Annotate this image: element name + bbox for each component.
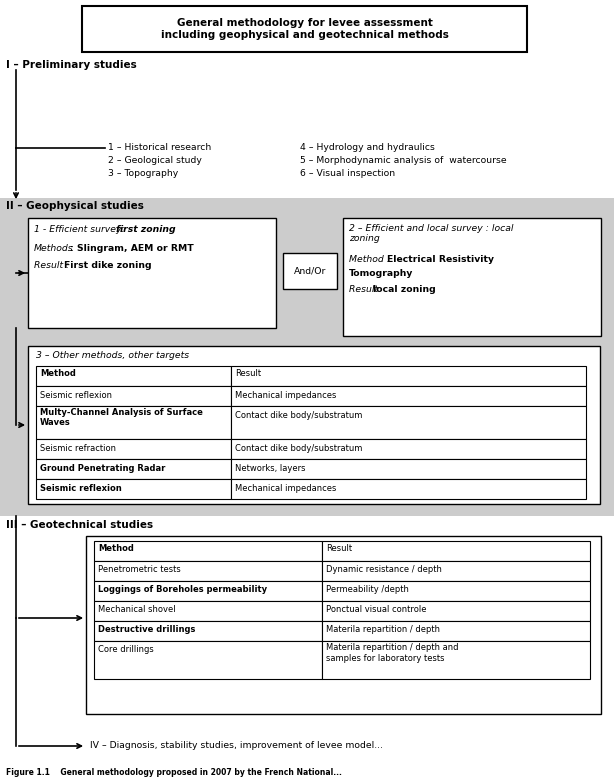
- Text: Contact dike body/substratum: Contact dike body/substratum: [235, 411, 362, 420]
- Text: 3 – Other methods, other targets: 3 – Other methods, other targets: [36, 351, 189, 360]
- Text: Core drillings: Core drillings: [98, 645, 154, 654]
- Text: Method: Method: [40, 369, 76, 378]
- Text: Waves: Waves: [40, 418, 71, 427]
- Text: Materila repartition / depth and: Materila repartition / depth and: [326, 643, 459, 652]
- Bar: [231, 366, 586, 386]
- Bar: [231, 406, 586, 439]
- Bar: [343, 218, 601, 336]
- Bar: [82, 6, 527, 52]
- Text: And/Or: And/Or: [294, 267, 326, 275]
- Bar: [322, 581, 590, 601]
- Text: Permeability /depth: Permeability /depth: [326, 585, 409, 594]
- Text: Result: Result: [349, 285, 381, 294]
- Text: 1 – Historical research: 1 – Historical research: [108, 143, 211, 152]
- Text: Loggings of Boreholes permeability: Loggings of Boreholes permeability: [98, 585, 267, 594]
- Text: Result: Result: [235, 369, 261, 378]
- Text: Destructive drillings: Destructive drillings: [98, 625, 195, 634]
- Text: Tomography: Tomography: [349, 269, 413, 278]
- Bar: [231, 479, 586, 499]
- Text: Method :: Method :: [349, 255, 393, 264]
- Bar: [36, 386, 231, 406]
- Bar: [36, 479, 231, 499]
- Text: Seismic reflexion: Seismic reflexion: [40, 391, 112, 400]
- Bar: [94, 641, 322, 679]
- Text: first zoning: first zoning: [116, 225, 176, 234]
- Bar: [322, 561, 590, 581]
- Bar: [283, 253, 337, 289]
- Bar: [231, 439, 586, 459]
- Text: Multy-Channel Analysis of Surface: Multy-Channel Analysis of Surface: [40, 408, 203, 417]
- Text: Method: Method: [98, 544, 134, 553]
- Text: I – Preliminary studies: I – Preliminary studies: [6, 60, 137, 70]
- Text: 2 – Efficient and local survey : local
zoning: 2 – Efficient and local survey : local z…: [349, 224, 513, 244]
- Text: 6 – Visual inspection: 6 – Visual inspection: [300, 169, 395, 178]
- Text: IV – Diagnosis, stability studies, improvement of levee model...: IV – Diagnosis, stability studies, impro…: [90, 741, 383, 751]
- Text: First dike zoning: First dike zoning: [64, 261, 152, 270]
- Bar: [231, 459, 586, 479]
- Text: 3 – Topography: 3 – Topography: [108, 169, 178, 178]
- Bar: [94, 621, 322, 641]
- Text: General methodology for levee assessment
including geophysical and geotechnical : General methodology for levee assessment…: [161, 18, 448, 40]
- Text: Mechanical shovel: Mechanical shovel: [98, 605, 176, 614]
- Text: Mechanical impedances: Mechanical impedances: [235, 391, 336, 400]
- Text: Seismic refraction: Seismic refraction: [40, 444, 116, 453]
- Text: Seismic reflexion: Seismic reflexion: [40, 484, 122, 493]
- Text: Result :: Result :: [34, 261, 72, 270]
- Text: Ground Penetrating Radar: Ground Penetrating Radar: [40, 464, 165, 473]
- Text: Dynamic resistance / depth: Dynamic resistance / depth: [326, 565, 442, 574]
- Bar: [322, 621, 590, 641]
- Text: Electrical Resistivity: Electrical Resistivity: [387, 255, 494, 264]
- Bar: [94, 601, 322, 621]
- Text: : Slingram, AEM or RMT: : Slingram, AEM or RMT: [70, 244, 194, 253]
- Text: samples for laboratory tests: samples for laboratory tests: [326, 654, 445, 663]
- Bar: [94, 541, 322, 561]
- Bar: [231, 386, 586, 406]
- Bar: [36, 459, 231, 479]
- Bar: [36, 366, 231, 386]
- Text: Mechanical impedances: Mechanical impedances: [235, 484, 336, 493]
- Bar: [28, 346, 600, 504]
- Text: local zoning: local zoning: [373, 285, 436, 294]
- Text: Contact dike body/substratum: Contact dike body/substratum: [235, 444, 362, 453]
- Bar: [36, 406, 231, 439]
- Bar: [322, 601, 590, 621]
- Text: 5 – Morphodynamic analysis of  watercourse: 5 – Morphodynamic analysis of watercours…: [300, 156, 507, 165]
- Bar: [0, 198, 614, 516]
- Bar: [94, 561, 322, 581]
- Text: Figure 1.1    General methodology proposed in 2007 by the French National...: Figure 1.1 General methodology proposed …: [6, 768, 342, 777]
- Text: Penetrometric tests: Penetrometric tests: [98, 565, 181, 574]
- Text: 2 – Geological study: 2 – Geological study: [108, 156, 202, 165]
- Bar: [28, 218, 276, 328]
- Text: Methods: Methods: [34, 244, 74, 253]
- Text: 4 – Hydrology and hydraulics: 4 – Hydrology and hydraulics: [300, 143, 435, 152]
- Text: 1 - Efficient survey:: 1 - Efficient survey:: [34, 225, 128, 234]
- Bar: [86, 536, 601, 714]
- Text: Result: Result: [326, 544, 352, 553]
- Text: Ponctual visual controle: Ponctual visual controle: [326, 605, 427, 614]
- Bar: [322, 641, 590, 679]
- Bar: [36, 439, 231, 459]
- Text: Materila repartition / depth: Materila repartition / depth: [326, 625, 440, 634]
- Text: II – Geophysical studies: II – Geophysical studies: [6, 201, 144, 211]
- Bar: [322, 541, 590, 561]
- Bar: [94, 581, 322, 601]
- Text: Networks, layers: Networks, layers: [235, 464, 306, 473]
- Text: III – Geotechnical studies: III – Geotechnical studies: [6, 520, 153, 530]
